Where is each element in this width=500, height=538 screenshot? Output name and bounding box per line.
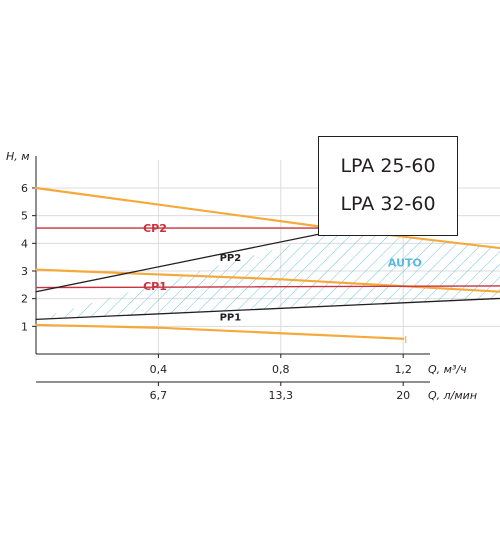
y-axis-title: H, м	[6, 150, 30, 163]
series-label-pp2: PP2	[220, 253, 242, 264]
series-label-cp1: CP1	[143, 280, 167, 293]
y-tick-label-2: 2	[21, 293, 28, 306]
series-line-pp1	[35, 297, 500, 321]
series-line-ii	[34, 268, 500, 293]
series-line-iii	[34, 186, 500, 250]
x-tick-label-2: 0,8	[272, 363, 290, 376]
y-tick-label-6: 6	[21, 182, 28, 195]
series-line-pp2	[35, 228, 343, 293]
model-label-lpa-25-60: LPA 25-60	[340, 155, 436, 177]
x2-tick-label-2: 13,3	[269, 389, 294, 402]
auto-region-label: AUTO	[388, 257, 422, 270]
y-tick-label-4: 4	[21, 237, 28, 250]
series-label-pp1: PP1	[220, 313, 242, 324]
x-axis-secondary-title: Q, л/мин	[428, 389, 477, 402]
x2-tick-label-1: 6,7	[150, 389, 168, 402]
y-tick-label-3: 3	[21, 265, 28, 278]
x-tick-label-3: 1,2	[394, 363, 412, 376]
y-tick-label-5: 5	[21, 210, 28, 223]
series-label-i: I	[404, 335, 407, 346]
series-line-cp1	[35, 285, 500, 289]
series-label-cp2: CP2	[143, 222, 167, 235]
x2-tick-label-3: 20	[396, 389, 410, 402]
series-line-i	[34, 323, 405, 340]
auto-region	[36, 229, 500, 320]
model-box: LPA 25-60 LPA 32-60	[318, 136, 458, 236]
x-tick-label-1: 0,4	[150, 363, 168, 376]
x-axis-title: Q, м³/ч	[428, 363, 467, 376]
model-label-lpa-32-60: LPA 32-60	[340, 193, 436, 215]
y-tick-label-1: 1	[21, 320, 28, 333]
